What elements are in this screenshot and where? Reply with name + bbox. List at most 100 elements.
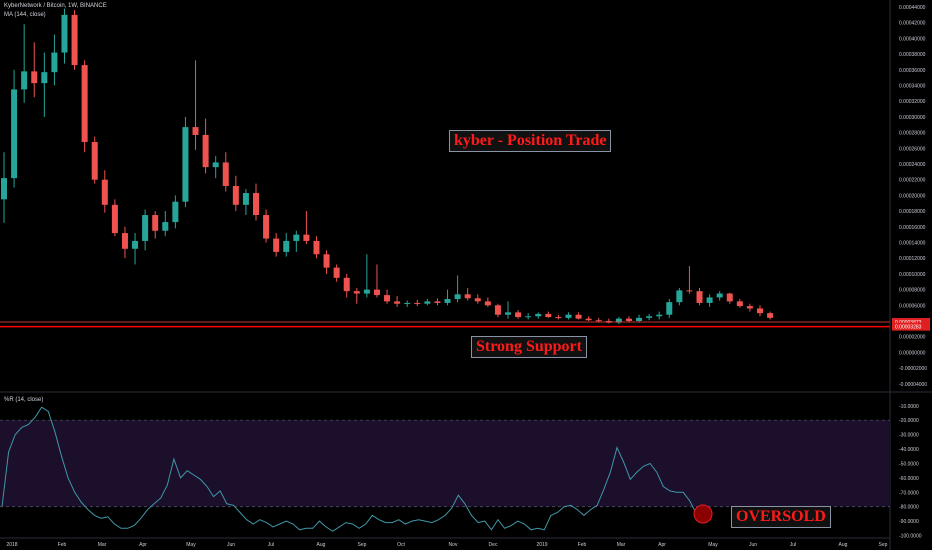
price-tick-label: 0.00032000 (899, 99, 926, 105)
candle-body (625, 318, 632, 321)
time-tick-label: Feb (58, 542, 67, 548)
candle-body (81, 65, 88, 143)
wr-tick-label: -70.0000 (899, 490, 919, 496)
price-tick-label: -0.00004000 (899, 382, 927, 388)
price-tick-label: 0.00020000 (899, 193, 926, 199)
candle-body (283, 240, 290, 252)
wr-line (1, 406, 704, 532)
candle-body (353, 291, 360, 294)
candle-body (101, 179, 108, 205)
time-tick-label: Oct (397, 542, 405, 548)
price-tick-label: 0.00012000 (899, 256, 926, 262)
candle-body (1, 178, 7, 200)
candle-body (71, 14, 78, 66)
candle-body (716, 293, 723, 298)
candle-body (585, 318, 592, 321)
price-tick-label: 0.00016000 (899, 225, 926, 231)
candle-body (424, 301, 431, 304)
time-tick-label: Sep (879, 542, 888, 548)
time-tick-label: Dec (489, 542, 498, 548)
price-tick-label: 0.00022000 (899, 178, 926, 184)
wr-tick-label: -60.0000 (899, 476, 919, 482)
candle-body (363, 289, 370, 294)
candle-body (273, 238, 280, 252)
time-tick-label: Jun (227, 542, 235, 548)
candle-body (111, 204, 118, 234)
wr-tick-label: -30.0000 (899, 433, 919, 439)
candle-body (232, 185, 239, 205)
time-tick-label: Sep (358, 542, 367, 548)
candle-body (565, 314, 572, 318)
wr-tick-label: -100.0000 (899, 534, 922, 540)
candle-body (313, 240, 320, 255)
price-tag-box (892, 322, 930, 331)
candle-body (373, 289, 380, 296)
candle-body (323, 254, 330, 268)
candle-body (152, 215, 159, 231)
price-tick-label: 0.00014000 (899, 241, 926, 247)
candle-body (535, 313, 542, 317)
candle-body (11, 89, 18, 179)
candle-body (555, 317, 562, 319)
oversold-marker (693, 504, 713, 524)
time-tick-label: Jul (790, 542, 796, 548)
time-tick-label: 2018 (6, 542, 17, 548)
candle-body (505, 312, 511, 315)
price-tick-label: 0.00002000 (899, 335, 926, 341)
candle-body (21, 71, 28, 90)
strong-support-annotation: Strong Support (471, 336, 587, 358)
time-tick-label: Feb (578, 542, 587, 548)
price-tick-label: 0.00038000 (899, 52, 926, 58)
candle-body (575, 314, 582, 319)
candle-body (686, 290, 693, 292)
candle-body (726, 293, 733, 302)
candle-body (61, 14, 68, 53)
candle-body (202, 134, 209, 168)
time-tick-label: Mar (98, 542, 107, 548)
candle-body (515, 312, 522, 318)
candle-body (162, 222, 169, 231)
candle-body (414, 302, 421, 304)
candle-body (646, 316, 653, 318)
candle-body (525, 316, 532, 318)
candle-body (696, 291, 703, 303)
symbol-title: KyberNetwork / Bitcoin, 1W, BINANCE (4, 3, 107, 9)
candle-body (746, 306, 753, 309)
candle-body (656, 314, 663, 317)
candle-body (343, 277, 350, 292)
wr-band (0, 420, 890, 507)
oversold-annotation: OVERSOLD (731, 506, 831, 528)
candle-body (242, 193, 249, 205)
candle-body (666, 302, 673, 315)
candle-body (676, 290, 683, 303)
price-tag-label: 0.00003283 (895, 325, 922, 331)
candle-body (121, 233, 128, 249)
candle-body (767, 313, 774, 318)
price-tag-box (892, 317, 930, 326)
time-tick-label: Aug (317, 542, 326, 548)
candle-body (142, 215, 149, 241)
candle-body (41, 72, 48, 84)
price-tick-label: 0.00000000 (899, 350, 926, 356)
position-trade-annotation: kyber - Position Trade (449, 130, 612, 152)
candle-body (494, 305, 501, 315)
candle-body (51, 52, 58, 73)
wr-tick-label: -20.0000 (899, 418, 919, 424)
price-tick-label: -0.00002000 (899, 366, 927, 372)
time-tick-label: Nov (449, 542, 458, 548)
wr-tick-label: -80.0000 (899, 505, 919, 511)
candle-body (172, 201, 179, 223)
candle-body (474, 298, 481, 302)
candle-body (293, 234, 300, 241)
candle-body (91, 142, 98, 180)
candle-body (434, 301, 441, 303)
wr-tick-label: -90.0000 (899, 519, 919, 525)
candle-body (182, 127, 189, 202)
price-tick-label: 0.00024000 (899, 162, 926, 168)
price-tick-label: 0.00034000 (899, 84, 926, 90)
price-tick-label: 0.00008000 (899, 288, 926, 294)
time-tick-label: May (708, 542, 718, 548)
candle-body (444, 299, 451, 303)
wr-tick-label: -10.0000 (899, 404, 919, 410)
candle-body (222, 162, 229, 186)
